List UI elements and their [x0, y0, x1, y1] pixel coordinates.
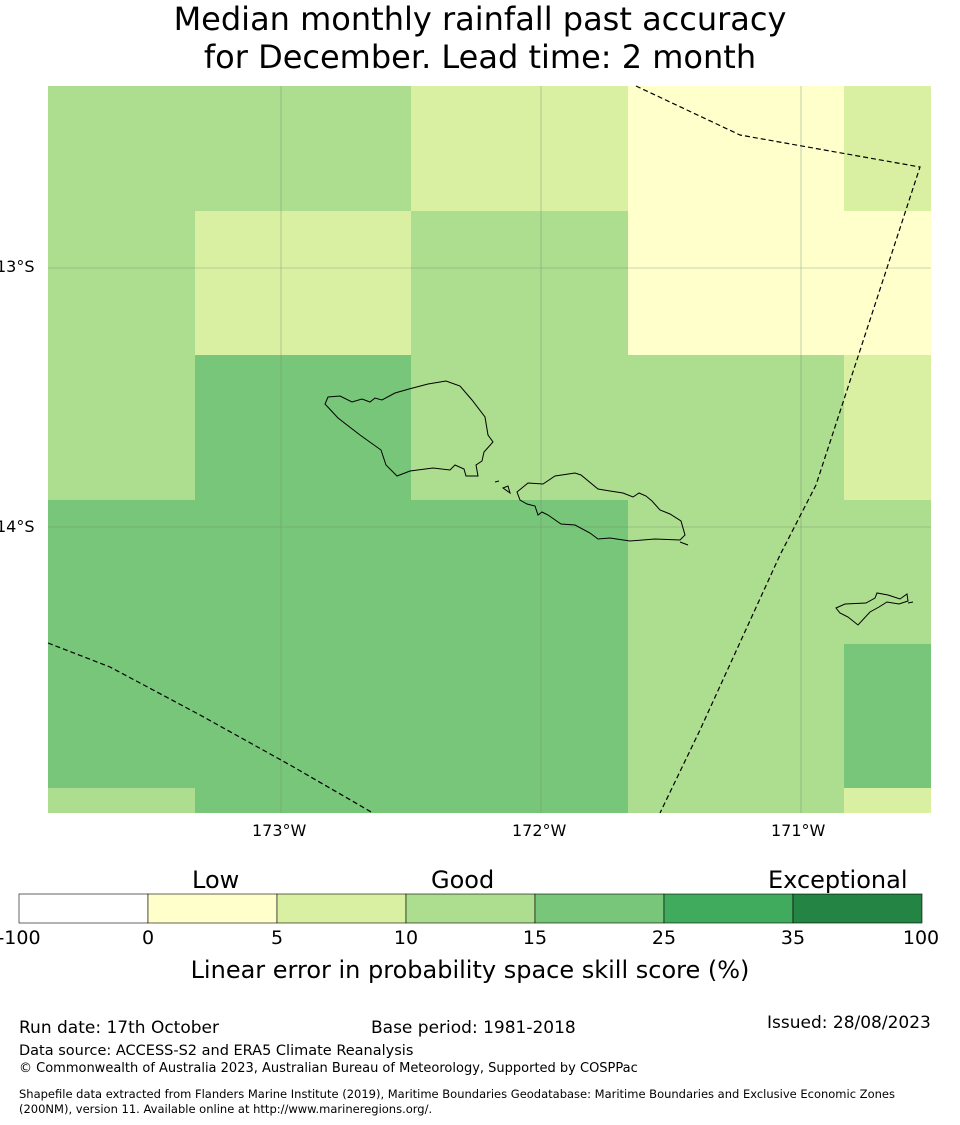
gridlines [48, 86, 931, 813]
savaii-coastline [324, 380, 494, 477]
grid-cell [48, 86, 195, 211]
run-date: Run date: 17th October [19, 1018, 219, 1038]
upolu-tail-coastline [679, 541, 689, 546]
colorbar-bin [663, 893, 794, 924]
data-source: Data source: ACCESS-S2 and ERA5 Climate … [19, 1043, 414, 1059]
coastlines [324, 380, 914, 626]
shapefile-credit-2: (200NM), version 11. Available online at… [19, 1102, 433, 1116]
upolu-coastline [516, 472, 686, 542]
colorbar-tick: 100 [902, 927, 940, 949]
map [47, 85, 931, 814]
legend-category-low: Low [192, 866, 240, 894]
grid-cell [411, 788, 628, 813]
grid-cell [195, 86, 411, 211]
grid-cell [411, 211, 628, 355]
lat-label-14s: 14°S [0, 517, 35, 536]
grid-cell [48, 500, 195, 644]
legend-category-good: Good [431, 866, 495, 894]
grid-cell [844, 86, 931, 211]
colorbar-bin [147, 893, 278, 924]
colorbar-bin [276, 893, 407, 924]
apolima-coastline [494, 480, 500, 483]
colorbar-bin [792, 893, 923, 924]
grid-cell [844, 355, 931, 500]
colorbar [18, 893, 923, 924]
grid-cell [628, 644, 844, 788]
grid-cell [411, 500, 628, 644]
grid-cell [48, 211, 195, 355]
colorbar-tick: 35 [780, 927, 806, 949]
issued-date: Issued: 28/08/2023 [767, 1013, 931, 1033]
colorbar-bin [534, 893, 665, 924]
aunuu-coastline [907, 601, 914, 604]
grid-cell [628, 355, 844, 500]
legend-category-exceptional: Exceptional [768, 866, 908, 894]
lon-label-172w: 172°W [512, 821, 567, 840]
grid-cell [195, 355, 411, 500]
grid-cell [844, 211, 931, 355]
grid-cell [628, 788, 844, 813]
colorbar-tick: 25 [651, 927, 677, 949]
colorbar-tick: 5 [270, 927, 284, 949]
grid-cell [628, 500, 844, 644]
grid-cell [195, 644, 411, 788]
grid-cell [195, 788, 411, 813]
manono-coastline [501, 485, 511, 495]
grid-cell [411, 644, 628, 788]
grid-cell [844, 788, 931, 813]
lon-label-173w: 173°W [252, 821, 307, 840]
colorbar-tick: 0 [141, 927, 155, 949]
eez-boundaries [47, 85, 921, 814]
lon-label-171w: 171°W [771, 821, 826, 840]
grid-cell [195, 211, 411, 355]
colorbar-tick: -100 [0, 927, 41, 949]
colorbar-tick: 10 [393, 927, 419, 949]
grid-cell [48, 788, 195, 813]
grid-cell [628, 211, 844, 355]
eez-boundary-east [635, 85, 921, 814]
colorbar-bin [18, 893, 149, 924]
grid-cell [411, 355, 628, 500]
title-line-1: Median monthly rainfall past accuracy [173, 0, 787, 38]
colorbar-label: Linear error in probability space skill … [190, 956, 750, 984]
eez-boundary-west [47, 642, 374, 814]
grid-cell [48, 355, 195, 500]
skill-grid [48, 86, 931, 813]
grid-cell [48, 644, 195, 788]
title-line-2: for December. Lead time: 2 month [203, 38, 757, 76]
grid-cell [844, 500, 931, 644]
colorbar-tick: 15 [522, 927, 548, 949]
base-period: Base period: 1981-2018 [371, 1018, 576, 1038]
lat-label-13s: 13°S [0, 257, 35, 276]
shapefile-credit-1: Shapefile data extracted from Flanders M… [19, 1087, 895, 1101]
grid-cell [628, 86, 844, 211]
grid-cell [844, 644, 931, 788]
tutuila-coastline [835, 592, 909, 626]
grid-cell [411, 86, 628, 211]
grid-cell [195, 500, 411, 644]
copyright: © Commonwealth of Australia 2023, Austra… [19, 1061, 638, 1076]
colorbar-bin [405, 893, 536, 924]
